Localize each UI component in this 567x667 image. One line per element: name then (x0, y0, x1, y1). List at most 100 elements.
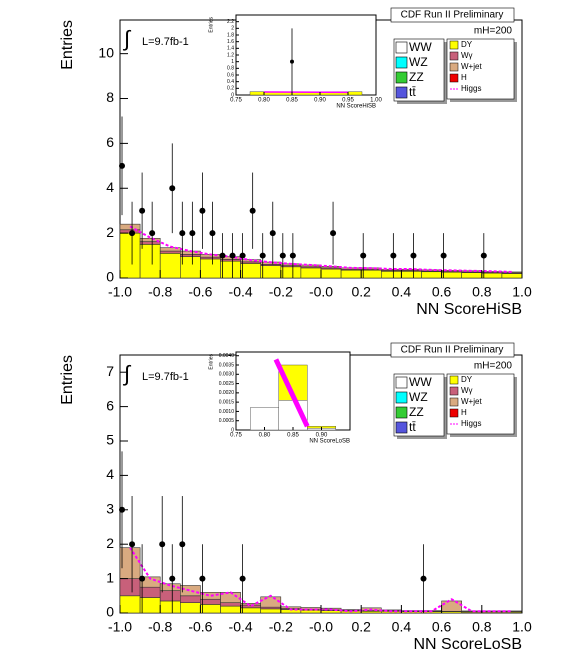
data-point (179, 230, 186, 237)
y-tick-label: 0 (106, 269, 114, 285)
y-tick-label: 0.8 (227, 66, 234, 72)
x-tick-label: 0.85 (286, 98, 298, 104)
stack-bar (119, 232, 141, 279)
data-point (290, 59, 294, 64)
stack-bar (280, 266, 302, 279)
x-tick-label: 0.2 (351, 619, 371, 635)
stack-bar (139, 586, 161, 598)
legend-label: ZZ (409, 70, 424, 84)
data-point (179, 541, 186, 548)
data-point (410, 252, 417, 259)
stack-bar (180, 254, 201, 257)
lumi-label: L=9.7fb-1 (142, 371, 189, 383)
x-tick-label: -0.8 (148, 284, 172, 300)
x-tick-label: 0.6 (432, 619, 452, 635)
y-axis-label: Entries (208, 17, 214, 33)
data-point (480, 252, 487, 259)
x-tick-label: 0.95 (342, 98, 354, 104)
data-point (119, 162, 126, 169)
legend-label: Higgs (461, 419, 481, 428)
integral-sign: ∫ (122, 361, 132, 386)
lumi-label: L=9.7fb-1 (142, 36, 189, 48)
x-tick-label: 0.90 (314, 98, 326, 104)
y-tick-label: 1.6 (227, 39, 234, 45)
stack-bar (180, 595, 201, 603)
stack-bar (260, 608, 282, 614)
stack-bar (180, 585, 201, 597)
stack-bar (280, 606, 302, 609)
y-tick-label: 2 (231, 26, 234, 32)
legend-swatch (395, 56, 408, 69)
signal-line (273, 358, 310, 428)
legend-label: H (461, 408, 467, 417)
data-point (169, 575, 176, 582)
stack-bar (320, 268, 342, 279)
y-tick-label: 8 (106, 89, 114, 105)
stack-bar (250, 407, 279, 431)
chart-title: CDF Run II Preliminary (401, 345, 504, 356)
data-point (420, 575, 427, 582)
data-point (139, 207, 146, 214)
title-box (390, 7, 515, 23)
stack-bar (240, 604, 262, 609)
data-point (279, 252, 286, 259)
x-tick-label: 0.90 (316, 433, 328, 439)
stack-bar (300, 267, 322, 279)
stack-bar (421, 271, 442, 279)
y-tick-label: 1.8 (227, 32, 234, 38)
y-tick-label: 0.0010 (219, 409, 235, 415)
legend-label: DY (461, 40, 473, 49)
stack-bar (300, 609, 322, 614)
plot-area (235, 14, 377, 96)
y-tick-label: 1.4 (227, 46, 234, 52)
stack-bar (119, 547, 141, 579)
y-tick-label: 1 (106, 569, 114, 585)
title-box (390, 342, 515, 358)
x-tick-label: 0.80 (259, 433, 271, 439)
mass-label: mH=200 (474, 361, 513, 372)
data-point (209, 230, 216, 237)
x-tick-label: -0.2 (269, 284, 293, 300)
stack-bar (159, 253, 181, 279)
legend-swatch (449, 408, 459, 418)
legend-swatch (395, 391, 408, 404)
legend-swatch (395, 86, 408, 99)
data-point (219, 252, 226, 259)
stack-bar (139, 597, 161, 614)
x-tick-label: 1.00 (370, 98, 382, 104)
stack-bar (501, 273, 523, 279)
stack-bar (260, 265, 282, 279)
stack-bar (159, 590, 181, 602)
data-point (390, 252, 397, 259)
data-point (149, 230, 156, 237)
x-tick-label: -0.4 (229, 284, 253, 300)
y-tick-label: 7 (106, 363, 114, 379)
legend-label: WW (409, 40, 432, 54)
legend-swatch (449, 51, 459, 61)
stack-bar (380, 270, 402, 279)
legend-swatch (449, 73, 459, 83)
legend-label: WZ (409, 390, 428, 404)
x-axis-label: NN ScoreLoSB (414, 636, 523, 653)
stack-bar (260, 596, 282, 608)
stack-bar (441, 271, 463, 279)
y-tick-label: 0.0005 (219, 418, 235, 424)
legend-swatch (449, 40, 459, 50)
stack-bar (159, 250, 181, 254)
stack-bar (200, 258, 221, 279)
y-tick-label: 2 (106, 535, 114, 551)
y-tick-label: 0.0025 (219, 381, 235, 387)
y-tick-label: 2.2 (227, 19, 234, 25)
x-tick-label: 1.0 (512, 284, 532, 300)
stack-bar (461, 272, 483, 279)
stack-bar (481, 272, 503, 279)
data-point (440, 252, 447, 259)
x-tick-label: -1.0 (108, 619, 132, 635)
stack-bar (200, 604, 221, 614)
legend-label: DY (461, 375, 473, 384)
stack-bar (220, 602, 241, 607)
x-tick-label: 1.0 (512, 619, 532, 635)
x-tick-label: -0.6 (188, 619, 212, 635)
y-tick-label: 1.2 (227, 52, 234, 58)
